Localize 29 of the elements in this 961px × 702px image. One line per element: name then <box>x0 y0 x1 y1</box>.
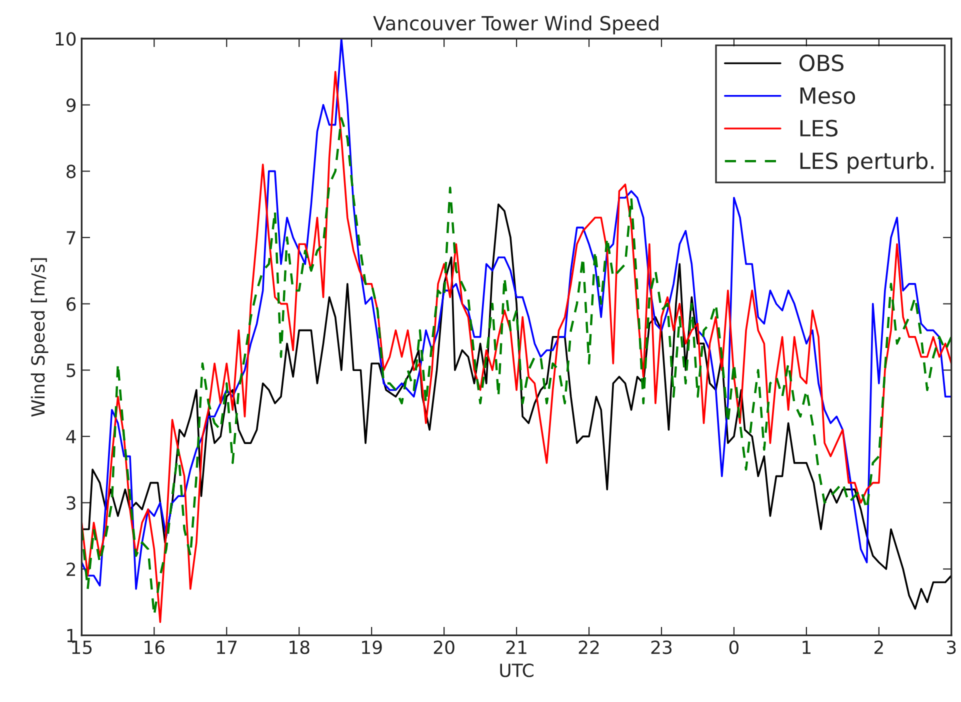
x-tick-label: 20 <box>434 640 454 654</box>
y-tick-label: 2 <box>66 562 76 576</box>
x-axis-title: UTC <box>500 664 534 678</box>
x-tick-label: 21 <box>506 640 526 654</box>
y-axis-title: Wind Speed [m/s] <box>30 258 48 417</box>
x-tick-label: 2 <box>874 640 883 654</box>
x-tick-label: 3 <box>947 640 956 654</box>
y-tick-label: 7 <box>66 231 76 244</box>
x-tick-label: 19 <box>362 640 382 654</box>
x-tick-label: 17 <box>217 640 237 654</box>
y-tick-label: 10 <box>56 32 76 46</box>
x-tick-label: 18 <box>290 640 310 654</box>
legend-label: LES perturb. <box>800 152 934 174</box>
x-tick-label: 1 <box>802 640 811 654</box>
y-tick-label: 8 <box>66 164 76 178</box>
x-tick-label: 0 <box>729 640 739 654</box>
x-tick-label: 23 <box>651 640 672 654</box>
legend-label: OBS <box>799 54 844 72</box>
y-tick-label: 5 <box>66 364 76 378</box>
x-tick-label: 15 <box>72 640 92 654</box>
x-tick-label: 22 <box>578 640 599 654</box>
y-tick-label: 4 <box>66 430 76 444</box>
legend-label: LES <box>800 120 838 137</box>
legend-label: Meso <box>800 87 856 104</box>
y-tick-label: 3 <box>66 496 76 510</box>
y-tick-label: 6 <box>66 297 76 311</box>
x-tick-label: 16 <box>144 640 165 654</box>
y-tick-label: 9 <box>66 98 76 112</box>
chart-title: Vancouver Tower Wind Speed <box>373 16 658 34</box>
